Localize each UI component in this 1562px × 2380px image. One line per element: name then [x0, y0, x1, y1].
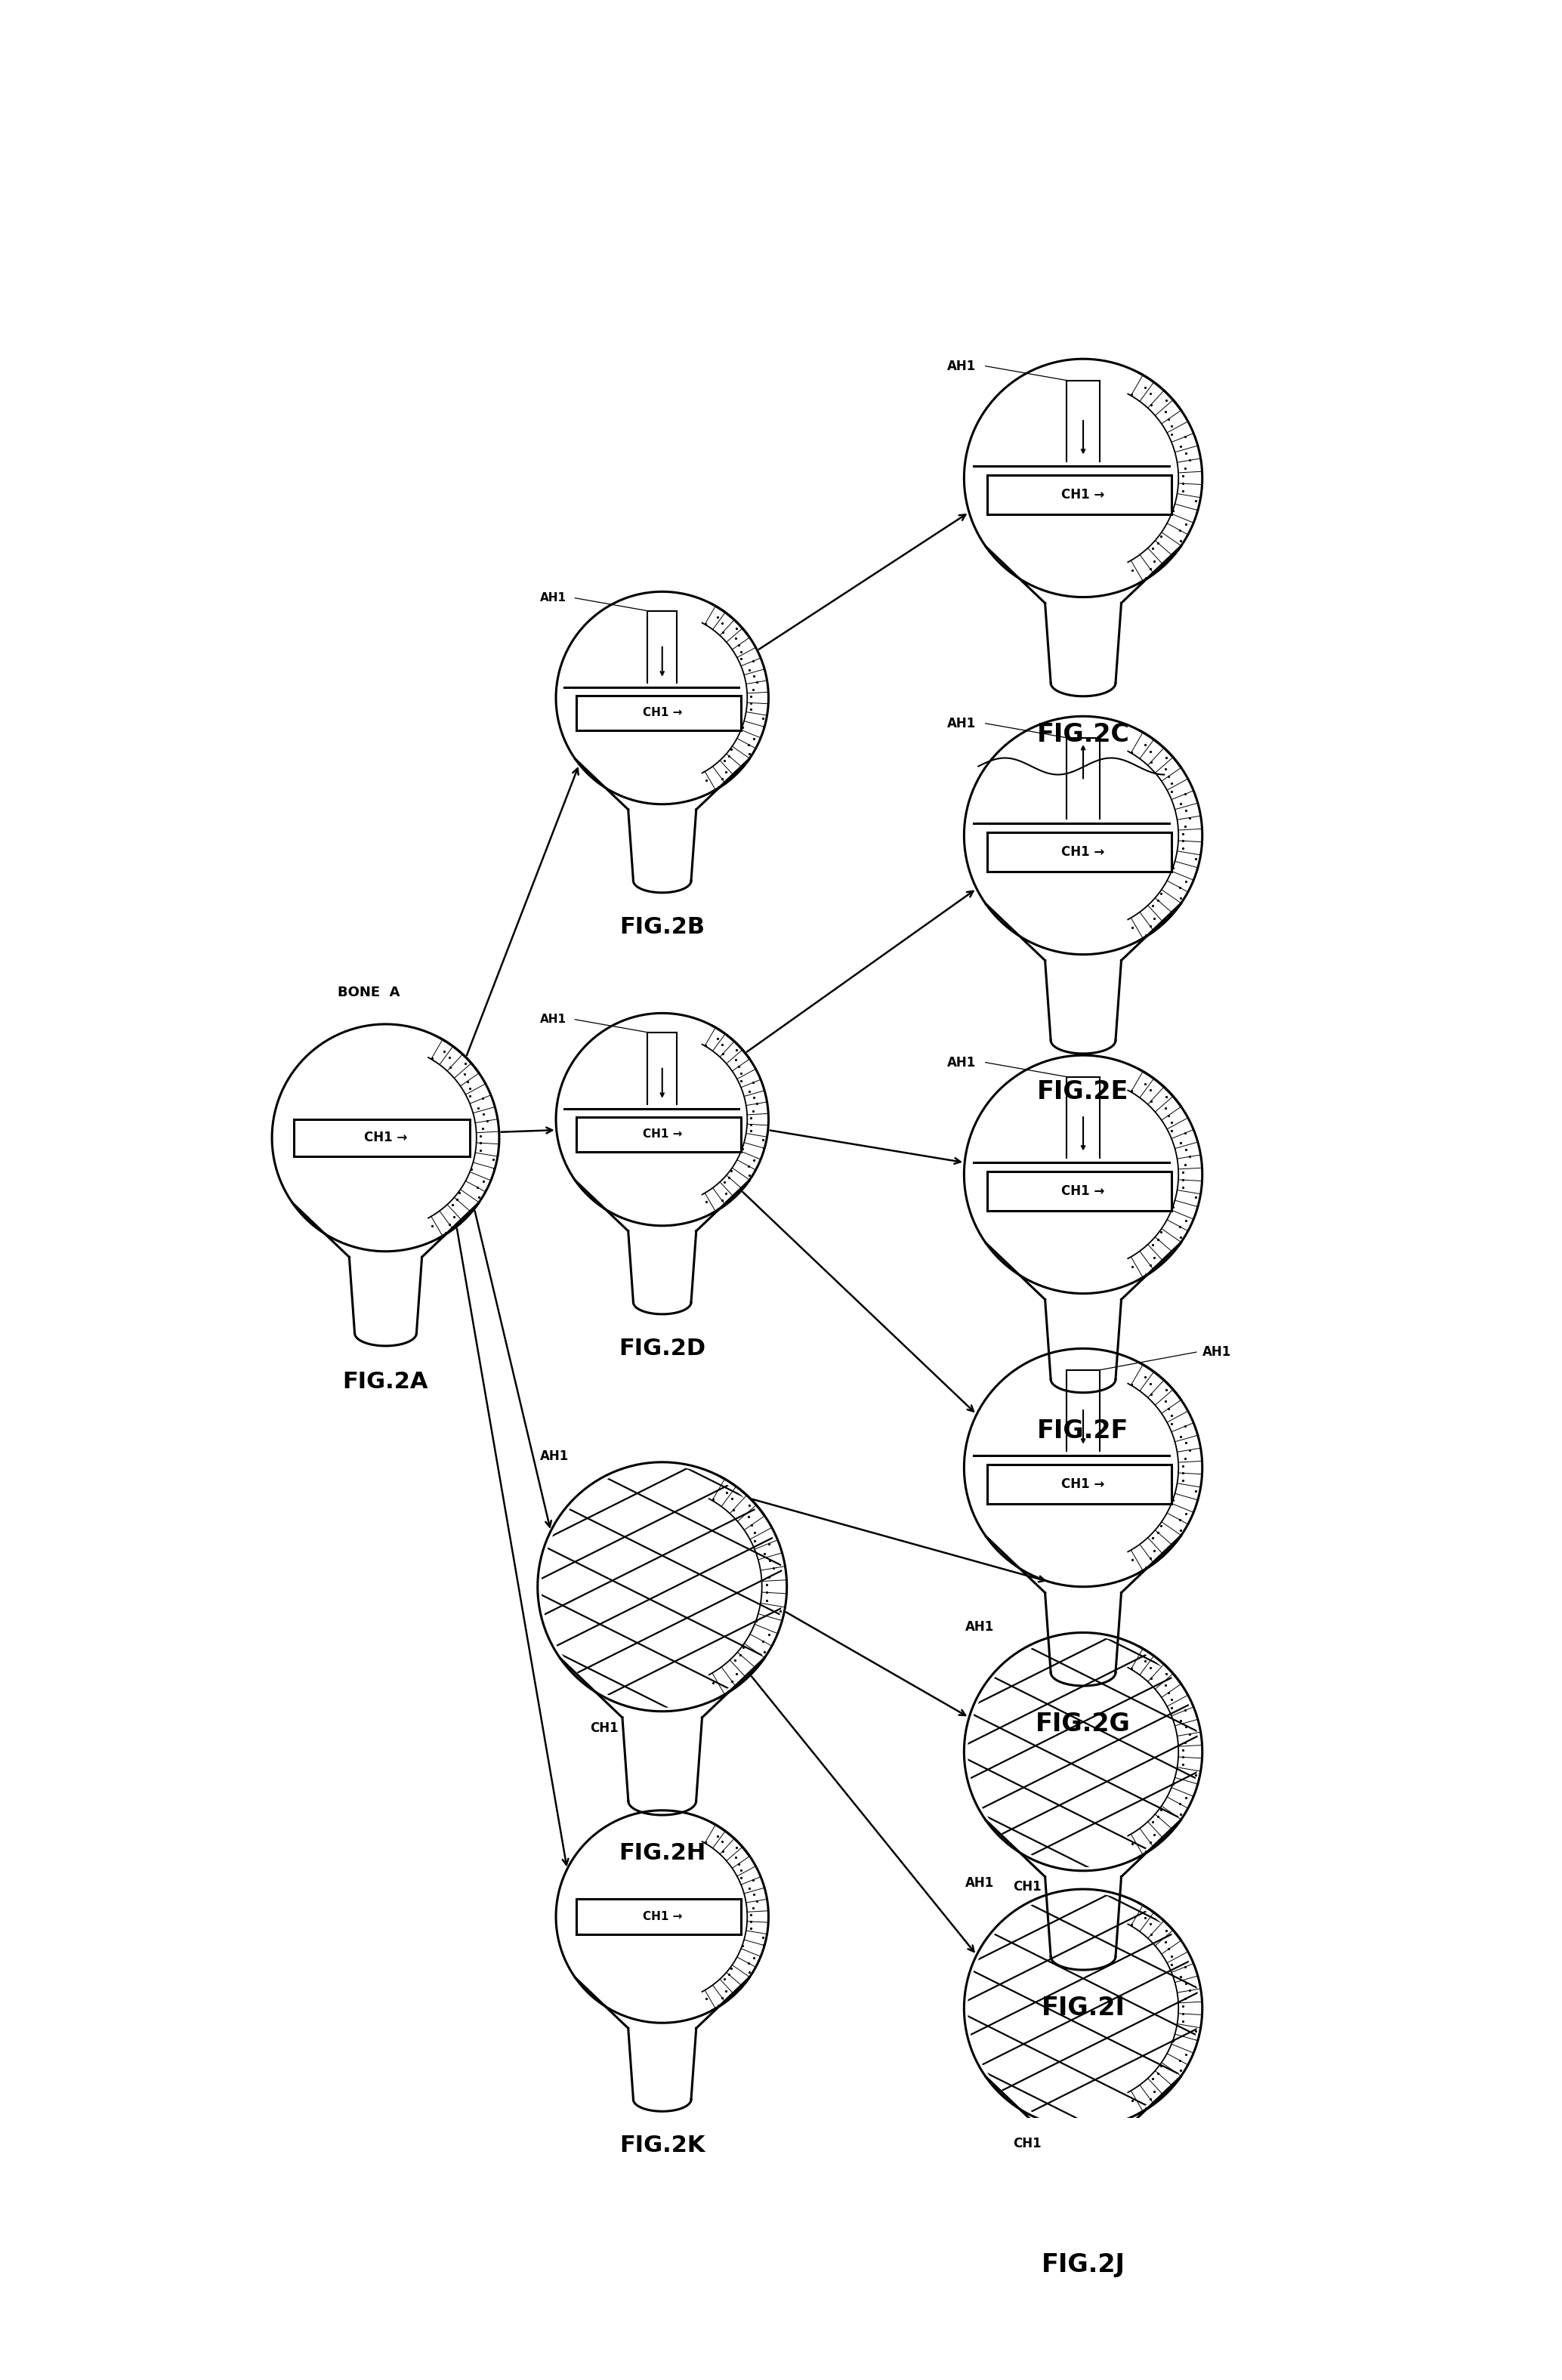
FancyBboxPatch shape — [294, 1119, 470, 1157]
Text: CH1 →: CH1 → — [1062, 845, 1104, 859]
Circle shape — [964, 1349, 1203, 1587]
Text: BONE  A: BONE A — [337, 985, 400, 1000]
Circle shape — [272, 1023, 500, 1252]
Text: FIG.2K: FIG.2K — [620, 2135, 704, 2156]
Polygon shape — [292, 1202, 478, 1347]
Text: FIG.2E: FIG.2E — [1037, 1081, 1129, 1104]
Text: FIG.2D: FIG.2D — [619, 1338, 706, 1359]
Text: CH1: CH1 — [590, 1721, 619, 1735]
Polygon shape — [986, 1242, 1181, 1392]
Text: CH1: CH1 — [1014, 2137, 1042, 2152]
Circle shape — [964, 1890, 1203, 2128]
Text: CH1 →: CH1 → — [1062, 1478, 1104, 1492]
Circle shape — [556, 1811, 769, 2023]
Polygon shape — [575, 1978, 750, 2111]
Polygon shape — [986, 904, 1181, 1054]
Text: AH1: AH1 — [947, 716, 976, 731]
FancyBboxPatch shape — [987, 1171, 1172, 1211]
Text: AH1: AH1 — [1203, 1345, 1231, 1359]
FancyBboxPatch shape — [576, 1899, 742, 1935]
Polygon shape — [575, 1180, 750, 1314]
Text: CH1: CH1 — [1014, 1880, 1042, 1894]
Polygon shape — [986, 1535, 1181, 1685]
Text: FIG.2F: FIG.2F — [1037, 1418, 1129, 1445]
FancyBboxPatch shape — [987, 1464, 1172, 1504]
Circle shape — [537, 1461, 787, 1711]
Text: CH1 →: CH1 → — [642, 1128, 683, 1140]
Text: CH1 →: CH1 → — [1062, 488, 1104, 502]
Text: AH1: AH1 — [540, 1014, 567, 1026]
Text: AH1: AH1 — [965, 1875, 993, 1890]
Polygon shape — [986, 547, 1181, 697]
Circle shape — [964, 1054, 1203, 1295]
Text: CH1 →: CH1 → — [364, 1130, 408, 1145]
Text: CH1 →: CH1 → — [642, 707, 683, 719]
Polygon shape — [575, 759, 750, 892]
Circle shape — [964, 359, 1203, 597]
Text: FIG.2J: FIG.2J — [1042, 2251, 1125, 2278]
Text: AH1: AH1 — [947, 359, 976, 374]
Circle shape — [964, 1633, 1203, 1871]
Text: FIG.2C: FIG.2C — [1037, 721, 1129, 747]
Text: FIG.2I: FIG.2I — [1042, 1997, 1125, 2021]
Text: FIG.2G: FIG.2G — [1036, 1711, 1131, 1737]
Polygon shape — [986, 1821, 1181, 1971]
Polygon shape — [561, 1659, 764, 1816]
Polygon shape — [986, 2078, 1181, 2225]
FancyBboxPatch shape — [576, 1116, 742, 1152]
Text: FIG.2H: FIG.2H — [619, 1842, 706, 1864]
FancyBboxPatch shape — [987, 476, 1172, 514]
FancyBboxPatch shape — [576, 695, 742, 731]
Text: AH1: AH1 — [965, 1621, 993, 1633]
Text: CH1 →: CH1 → — [1062, 1185, 1104, 1197]
Circle shape — [964, 716, 1203, 954]
Text: AH1: AH1 — [540, 593, 567, 605]
Circle shape — [556, 1014, 769, 1226]
Text: AH1: AH1 — [947, 1057, 976, 1069]
Text: FIG.2A: FIG.2A — [342, 1371, 428, 1392]
Circle shape — [556, 593, 769, 804]
Text: AH1: AH1 — [540, 1449, 569, 1464]
FancyBboxPatch shape — [987, 833, 1172, 871]
Text: CH1 →: CH1 → — [642, 1911, 683, 1923]
Text: FIG.2B: FIG.2B — [620, 916, 704, 938]
